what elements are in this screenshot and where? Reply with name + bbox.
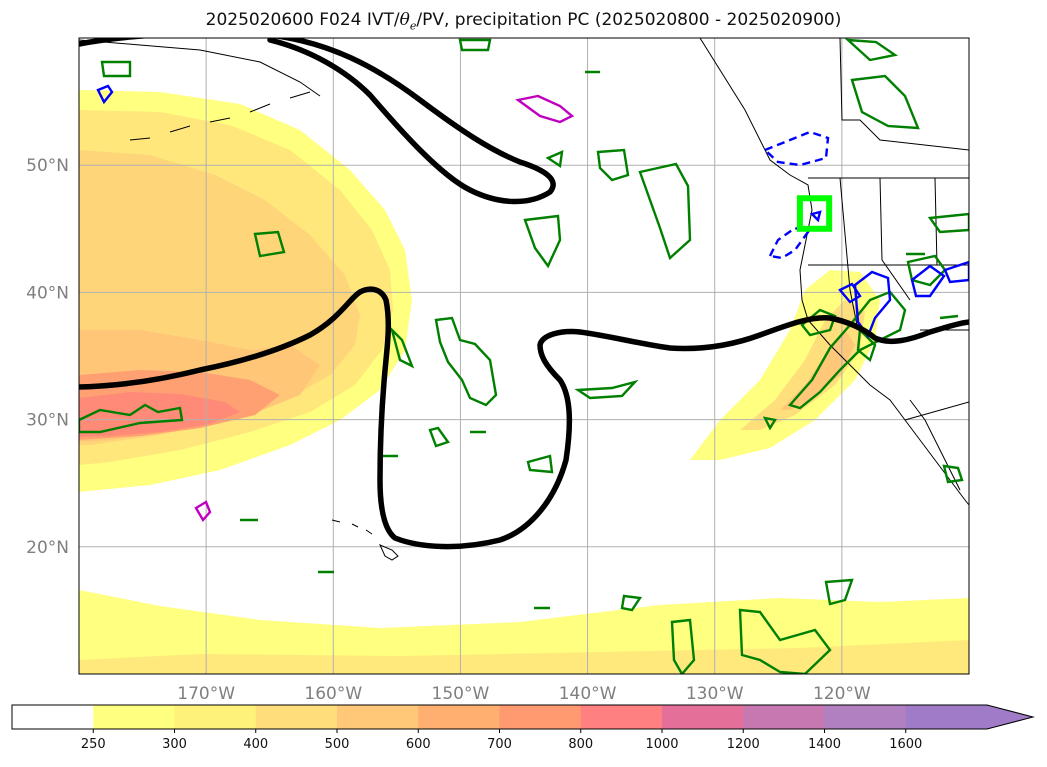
latitude-labels: 20°N 30°N 40°N 50°N xyxy=(26,156,69,558)
title-theta: θ xyxy=(399,10,410,30)
colorbar-segment xyxy=(905,705,1033,729)
mexico-border xyxy=(904,401,969,421)
colorbar-label: 1000 xyxy=(645,737,678,752)
title-suffix: /PV, precipitation PC (2025020800 - 2025… xyxy=(416,10,842,30)
precip-contour xyxy=(738,608,832,674)
colorbar-label: 1400 xyxy=(808,737,841,752)
longitude-label: 170°W xyxy=(177,684,235,704)
precip-contour xyxy=(824,578,854,606)
blue-contour xyxy=(853,270,892,339)
longitude-labels: 170°W 160°W 150°W 140°W 130°W 120°W xyxy=(177,684,871,704)
latitude-label: 50°N xyxy=(26,156,69,176)
precip-contour xyxy=(762,416,777,431)
blue-contour xyxy=(943,260,969,284)
precip-contour xyxy=(856,327,877,363)
precip-contour xyxy=(638,162,692,261)
blue-contour xyxy=(809,210,822,223)
precip-contour xyxy=(253,230,286,258)
colorbar-segment xyxy=(337,705,419,729)
blue-contour-dashed xyxy=(762,130,830,167)
magenta-contours xyxy=(194,94,575,523)
precip-contour xyxy=(906,254,947,287)
latitude-label: 40°N xyxy=(26,283,69,303)
precip-contour xyxy=(526,454,554,474)
state-border-5 xyxy=(839,38,969,151)
precip-contour xyxy=(800,308,837,337)
state-border-6 xyxy=(934,177,938,266)
colorbar-label: 300 xyxy=(162,737,187,752)
longitude-label: 120°W xyxy=(813,684,871,704)
map-title: 2025020600 F024 IVT/θe/PV, precipitation… xyxy=(0,10,1047,32)
precip-contour xyxy=(389,325,415,369)
latitude-label: 30°N xyxy=(26,411,69,431)
precip-contour xyxy=(620,594,643,612)
colorbar-label: 1600 xyxy=(889,737,922,752)
colorbar-segment xyxy=(418,705,500,729)
colorbar-label: 600 xyxy=(406,737,431,752)
latitude-label: 20°N xyxy=(26,538,69,558)
longitude-label: 130°W xyxy=(686,684,744,704)
precip-contour xyxy=(596,148,630,182)
precip-contour xyxy=(670,618,696,674)
state-border-2 xyxy=(879,177,911,301)
precip-contour xyxy=(942,464,964,484)
colorbar-outline xyxy=(11,704,1035,730)
colorbar-segment xyxy=(93,705,175,729)
highlight-box xyxy=(796,195,833,232)
precip-contour xyxy=(240,70,959,610)
precip-contour xyxy=(79,403,184,434)
precipitation-contours xyxy=(79,38,969,674)
longitude-label: 140°W xyxy=(559,684,617,704)
magenta-contour xyxy=(515,94,575,124)
longitude-label: 160°W xyxy=(304,684,362,704)
colorbar-segment xyxy=(662,705,744,729)
blue-contours xyxy=(96,84,969,339)
precip-contour xyxy=(927,212,969,234)
precip-contour xyxy=(574,379,639,400)
colorbar-segment xyxy=(255,705,338,729)
baja-coast xyxy=(909,399,961,491)
alaska-coastline xyxy=(79,39,321,97)
magenta-contour xyxy=(194,500,212,523)
precip-contour xyxy=(428,426,450,448)
precip-contour xyxy=(850,74,920,130)
colorbar-segment xyxy=(174,705,257,729)
colorbar-label: 500 xyxy=(325,737,350,752)
precip-contour xyxy=(100,60,132,78)
blue-contour xyxy=(96,84,114,105)
title-prefix: 2025020600 F024 IVT/ xyxy=(205,10,400,30)
blue-contour-dashed xyxy=(768,226,810,260)
longitude-label: 150°W xyxy=(432,684,490,704)
colorbar-label: 250 xyxy=(81,737,106,752)
colorbar-label: 400 xyxy=(243,737,268,752)
ivt-region-south-band-300 xyxy=(79,640,969,674)
colorbar-segment xyxy=(824,705,907,729)
precip-contour xyxy=(844,38,899,62)
blue-contour xyxy=(910,264,946,298)
hawaii-islands xyxy=(331,519,399,561)
precip-contour xyxy=(434,316,498,407)
colorbar: 250 300 400 500 600 700 800 1000 1200 1400 1600 xyxy=(11,704,1035,752)
colorbar-segment xyxy=(580,705,663,729)
blue-contour xyxy=(838,282,862,304)
precip-contour xyxy=(545,150,564,169)
precip-contour xyxy=(523,214,562,269)
pv-contour xyxy=(79,38,969,550)
colorbar-label: 800 xyxy=(568,737,593,752)
ivt-region-california-400 xyxy=(740,300,865,430)
title-theta-subscript: e xyxy=(409,19,417,33)
precip-contour xyxy=(458,38,492,52)
map-panel xyxy=(79,38,969,674)
map-frame xyxy=(78,37,970,675)
precip-contour xyxy=(787,290,907,410)
colorbar-label: 700 xyxy=(487,737,512,752)
colorbar-label: 1200 xyxy=(727,737,760,752)
colorbar-segment xyxy=(12,705,94,729)
ivt-region-north-pacific-800 xyxy=(79,392,240,437)
map-gridlines xyxy=(79,38,969,674)
colorbar-segment xyxy=(499,705,582,729)
colorbar-segment xyxy=(743,705,825,729)
aleutian-islands xyxy=(129,91,311,141)
